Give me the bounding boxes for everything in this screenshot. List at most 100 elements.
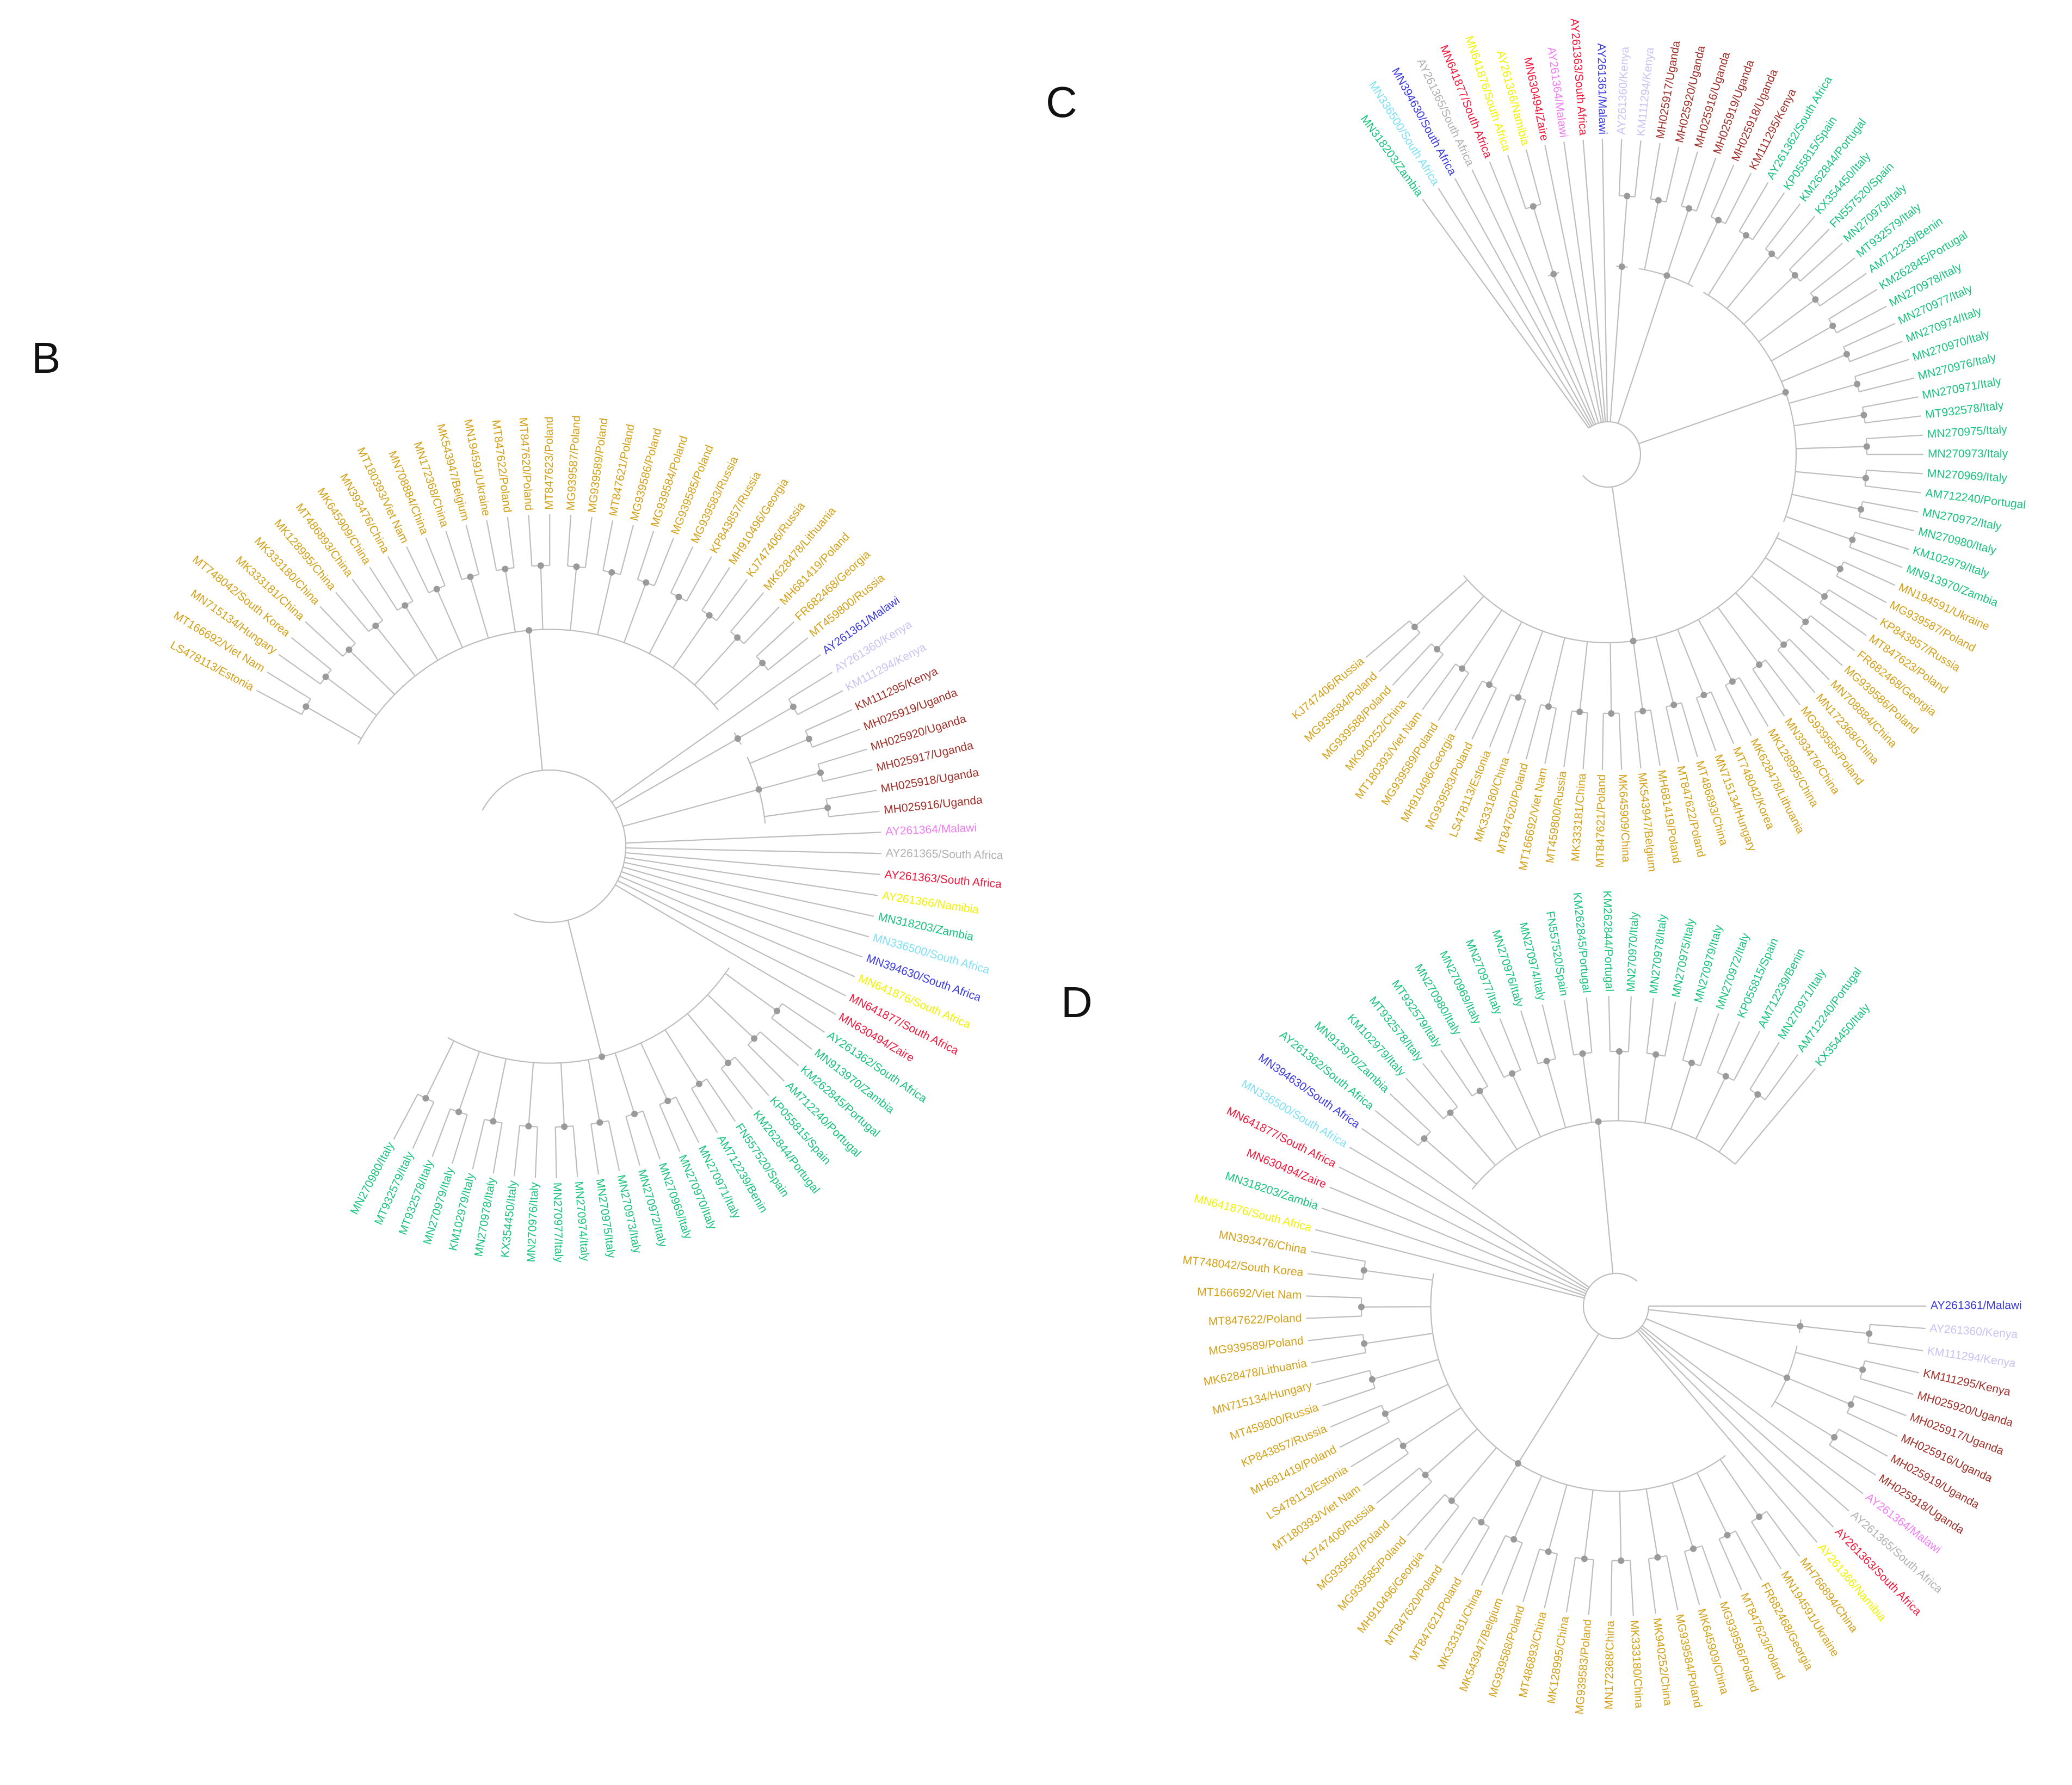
panel-c-leaf-branch bbox=[1681, 703, 1698, 758]
panel-c-subclade-stem bbox=[1687, 220, 1719, 285]
panel-b-bootstrap-node bbox=[608, 569, 615, 576]
panel-d-bootstrap-node bbox=[1478, 1519, 1485, 1526]
panel-c-subclade-stem bbox=[1707, 235, 1747, 296]
panel-c-bootstrap-node bbox=[1576, 709, 1583, 716]
panel-c-leaf-branch bbox=[1507, 155, 1527, 209]
panel-d-leaf-branch bbox=[1717, 1021, 1740, 1073]
panel-b-subclade-stem bbox=[725, 972, 778, 1012]
panel-d-bootstrap-node bbox=[1382, 1410, 1389, 1417]
panel-c-leaf-branch bbox=[1365, 620, 1410, 658]
panel-d-subclade-stem bbox=[1364, 1333, 1433, 1344]
panel-d-leaf-branch bbox=[1440, 1050, 1473, 1097]
panel-b-subclade-stem bbox=[504, 569, 516, 632]
panel-d-leaf-branch bbox=[1308, 1273, 1363, 1281]
panel-b-leaf-branch bbox=[743, 606, 780, 644]
panel-c-subclade-stem bbox=[1785, 516, 1853, 540]
panel-c-leaf-branch bbox=[1454, 178, 1518, 290]
panel-c-bootstrap-node bbox=[1768, 250, 1775, 257]
panel-b-clade-stem bbox=[625, 852, 766, 866]
panel-b-leaf-branch bbox=[513, 1125, 521, 1177]
panel-d-bootstrap-node bbox=[1724, 1531, 1731, 1538]
panel-b-leaf-branch bbox=[818, 748, 867, 765]
panel-b-subclade-stem bbox=[305, 706, 362, 739]
panel-d-clade-stem bbox=[1436, 1260, 1585, 1299]
panel-c-leaf-branch bbox=[1618, 713, 1623, 770]
panel-b-subclade-stem bbox=[375, 625, 416, 676]
panel-b-leaf-branch bbox=[412, 1101, 435, 1149]
panel-b-leaf-branch bbox=[406, 546, 429, 593]
panel-c-bootstrap-node bbox=[1608, 710, 1615, 717]
panel-c-subclade-stem bbox=[1791, 494, 1861, 510]
panel-d-leaf-branch bbox=[1541, 1005, 1556, 1059]
panel-c-leaf-branch bbox=[1789, 638, 1830, 680]
panel-b-tip-label: MG939589/Poland bbox=[585, 417, 610, 514]
panel-c-subclade-stem bbox=[1489, 621, 1522, 685]
panel-d-bootstrap-node bbox=[1797, 1322, 1804, 1329]
panel-c-leaf-branch bbox=[1422, 663, 1457, 710]
panel-b-subclade-stem bbox=[664, 1029, 700, 1085]
panel-b-leaf-branch bbox=[642, 1111, 661, 1160]
panel-c-leaf-branch bbox=[1471, 169, 1528, 285]
panel-c-leaf-branch bbox=[1865, 415, 1921, 424]
panel-c-leaf-branch bbox=[1582, 139, 1594, 267]
panel-b-leaf-branch bbox=[781, 1003, 825, 1033]
panel-d-leaf-branch bbox=[1389, 1093, 1431, 1132]
panel-b-clade-stem bbox=[625, 836, 767, 844]
panel-c-clade-stem bbox=[1609, 266, 1623, 422]
panel-d-leaf-branch bbox=[1610, 1560, 1613, 1616]
panel-b-bootstrap-node bbox=[490, 1118, 497, 1125]
panel-b-leaf-branch bbox=[472, 1119, 485, 1170]
panel-b-bootstrap-node bbox=[467, 573, 474, 580]
panel-b-subclade-stem bbox=[425, 1041, 455, 1099]
panel-b-leaf-branch bbox=[686, 556, 712, 602]
panel-c-bootstrap-node bbox=[1743, 232, 1750, 239]
panel-c-leaf-branch bbox=[1836, 305, 1887, 334]
panel-c-bootstrap-node bbox=[1791, 272, 1798, 279]
panel-b-backbone-arc bbox=[482, 769, 627, 924]
panel-c-leaf-branch bbox=[1800, 243, 1843, 282]
panel-d-leaf-branch bbox=[1407, 1494, 1446, 1536]
panel-c-bootstrap-node bbox=[1756, 661, 1763, 668]
panel-c-subclade-stem bbox=[1655, 636, 1675, 705]
panel-d-backbone-arc bbox=[1582, 1272, 1650, 1340]
panel-d-leaf-branch bbox=[1854, 1395, 1907, 1417]
panel-c-subclade-stem bbox=[1726, 253, 1773, 309]
panel-d-bootstrap-node bbox=[1756, 1513, 1763, 1521]
panel-d-leaf-branch bbox=[1322, 1387, 1376, 1407]
panel-d-subclade-stem bbox=[1695, 1076, 1726, 1140]
panel-d-leaf-branch bbox=[1735, 1068, 1816, 1165]
panel-b-leaf-branch bbox=[572, 1126, 578, 1177]
panel-c-leaf-branch bbox=[1710, 692, 1735, 744]
panel-d-subclade-stem bbox=[1618, 1051, 1620, 1121]
panel-d-bootstrap-node bbox=[1652, 1051, 1660, 1058]
panel-c-subclade-stem bbox=[1579, 641, 1588, 712]
panel-b-subclade-stem bbox=[672, 615, 710, 668]
panel-b: B LS478113/Estonia MT166692/Viet Nam MN715… bbox=[0, 0, 1034, 1785]
panel-c-leaf-branch bbox=[1820, 602, 1867, 636]
panel-c-leaf-branch bbox=[1601, 713, 1604, 770]
panel-c-subclade-stem bbox=[1743, 275, 1796, 325]
panel-d-leaf-branch bbox=[1627, 996, 1632, 1052]
panel-b-subclade-stem bbox=[764, 807, 828, 817]
panel-b-leaf-branch bbox=[743, 943, 847, 996]
panel-b-leaf-branch bbox=[826, 790, 877, 800]
panel-b-leaf-branch bbox=[767, 637, 809, 670]
panel-c-leaf-branch bbox=[1544, 145, 1571, 270]
panel-d-leaf-branch bbox=[1829, 1444, 1877, 1476]
panel-d-subclade-stem bbox=[1718, 1094, 1759, 1153]
panel-d-clade-stem bbox=[1640, 1327, 1756, 1429]
panel-b-subclade-stem bbox=[640, 1042, 669, 1101]
panel-c-leaf-branch bbox=[1582, 712, 1588, 770]
panel-b-bootstrap-node bbox=[561, 1123, 568, 1130]
panel-c-letter: C bbox=[1046, 78, 1077, 126]
panel-d-leaf-branch bbox=[1563, 1000, 1575, 1055]
panel-d-bootstrap-node bbox=[1579, 1050, 1586, 1057]
panel-c-leaf-branch bbox=[1563, 141, 1582, 268]
panel-c-leaf-branch bbox=[1725, 173, 1752, 224]
panel-c-bootstrap-node bbox=[1670, 701, 1678, 709]
panel-c-leaf-branch bbox=[1866, 469, 1923, 475]
panel-b-leaf-branch bbox=[278, 654, 321, 685]
panel-d-leaf-branch bbox=[1699, 1013, 1719, 1066]
panel-d-subclade-stem bbox=[1696, 1472, 1728, 1536]
panel-c-leaf-branch bbox=[1407, 654, 1444, 699]
